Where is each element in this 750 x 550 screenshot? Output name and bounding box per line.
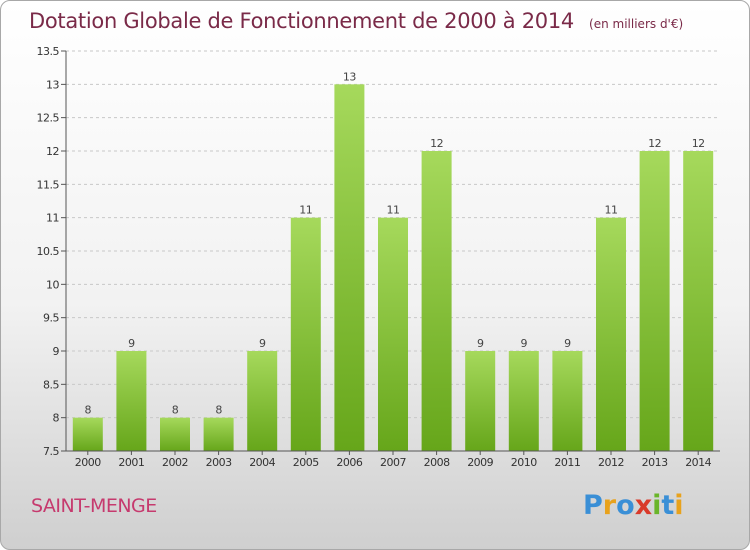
bars <box>72 84 714 451</box>
data-label: 8 <box>85 404 92 417</box>
logo-letter: x <box>634 490 653 521</box>
data-label: 12 <box>430 137 443 150</box>
bar <box>116 351 147 451</box>
logo-letter: P <box>583 490 603 521</box>
y-tick-label: 10 <box>46 278 59 291</box>
y-tick-label: 7.5 <box>43 445 59 458</box>
x-tick-label: 2010 <box>511 456 537 469</box>
bar <box>421 151 452 451</box>
x-tick-label: 2007 <box>380 456 406 469</box>
x-tick-label: 2002 <box>162 456 188 469</box>
data-label: 11 <box>387 204 400 217</box>
x-tick-label: 2012 <box>598 456 624 469</box>
x-tick-label: 2004 <box>249 456 275 469</box>
x-tick-label: 2011 <box>554 456 580 469</box>
y-tick-label: 10.5 <box>37 245 60 258</box>
logo-letter: o <box>616 490 635 521</box>
logo-letter: r <box>602 490 617 521</box>
data-label: 11 <box>299 204 312 217</box>
bar <box>203 417 234 451</box>
x-tick-label: 2005 <box>293 456 319 469</box>
x-tick-label: 2013 <box>642 456 668 469</box>
bar <box>552 351 583 451</box>
logo-letter: i <box>674 490 684 521</box>
bar <box>596 217 626 451</box>
axes: 7.5 8 8.5 9 9.5 10 10.5 11 11.5 12 12.5 13 13.5 2000 2… <box>37 45 720 469</box>
logo-letter: i <box>652 490 662 521</box>
chart-subtitle: (en milliers d'€) <box>589 17 684 31</box>
x-tick-label: 2006 <box>336 456 362 469</box>
bar <box>290 217 321 451</box>
data-label: 12 <box>692 137 705 150</box>
bar <box>639 151 670 451</box>
y-tick-label: 8 <box>53 412 60 425</box>
data-label: 8 <box>215 404 222 417</box>
x-tick-label: 2009 <box>467 456 493 469</box>
data-label: 9 <box>259 337 266 350</box>
x-tick-label: 2000 <box>75 456 101 469</box>
x-tick-label: 2001 <box>118 456 144 469</box>
bar <box>683 151 714 451</box>
proxiti-logo: Proxiti <box>583 490 684 521</box>
data-label: 8 <box>172 404 179 417</box>
chart-title: Dotation Globale de Fonctionnement de 20… <box>29 9 574 33</box>
y-tick-label: 9 <box>53 345 60 358</box>
y-tick-label: 12 <box>46 145 59 158</box>
bar <box>247 351 278 451</box>
data-label: 13 <box>343 70 356 83</box>
bar <box>378 217 408 451</box>
bar <box>465 351 496 451</box>
bar <box>334 84 365 451</box>
x-tick-label: 2003 <box>206 456 232 469</box>
data-label: 9 <box>564 337 571 350</box>
y-tick-label: 11.5 <box>37 178 60 191</box>
y-tick-label: 13.5 <box>37 45 60 58</box>
bar <box>508 351 539 451</box>
data-label: 12 <box>648 137 661 150</box>
bar <box>160 417 190 451</box>
y-tick-label: 8.5 <box>43 378 59 391</box>
data-label: 9 <box>477 337 484 350</box>
data-label: 9 <box>128 337 135 350</box>
x-tick-label: 2014 <box>685 456 711 469</box>
data-label: 9 <box>521 337 528 350</box>
y-tick-label: 11 <box>46 212 59 225</box>
y-tick-label: 9.5 <box>43 312 59 325</box>
y-tick-label: 13 <box>46 78 59 91</box>
data-label: 11 <box>605 204 618 217</box>
logo-letter: t <box>661 490 675 521</box>
data-labels: 8 9 8 8 9 11 13 11 12 9 9 9 11 12 12 <box>85 70 706 417</box>
bar <box>72 417 103 451</box>
y-tick-label: 12.5 <box>37 112 60 125</box>
chart-title-row: Dotation Globale de Fonctionnement de 20… <box>29 9 683 33</box>
x-tick-label: 2008 <box>424 456 450 469</box>
commune-name: SAINT-MENGE <box>31 495 157 517</box>
